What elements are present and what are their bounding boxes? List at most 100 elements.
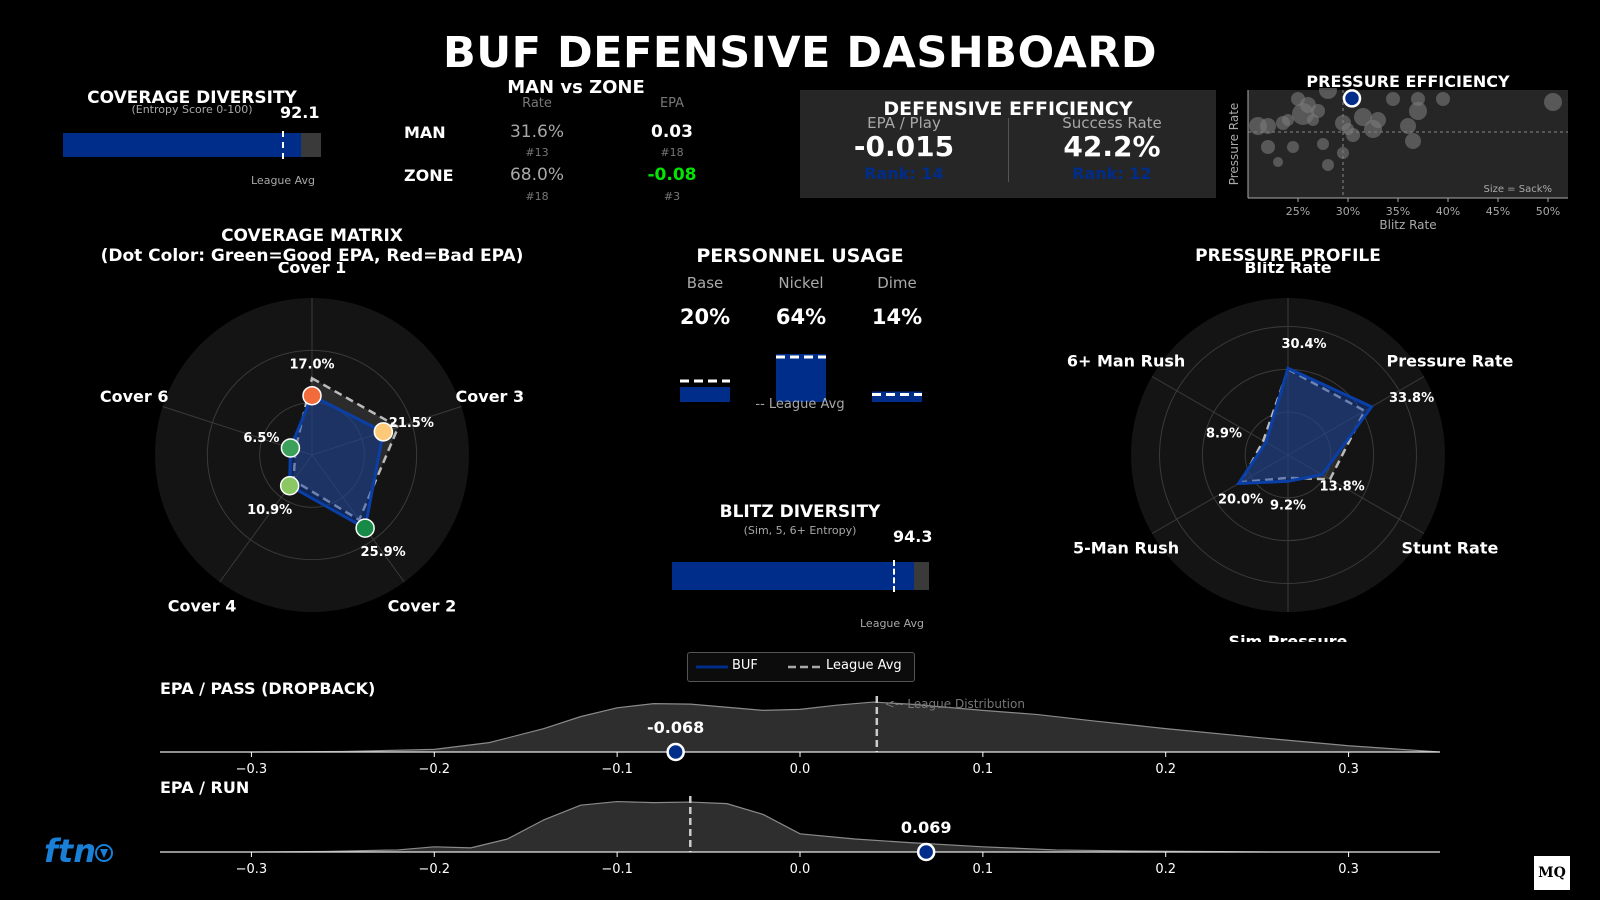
scatter-league-point (1317, 138, 1329, 150)
radar-data-dot (373, 422, 394, 442)
coverage-matrix-subtitle: (Dot Color: Green=Good EPA, Red=Bad EPA) (100, 246, 524, 266)
blitz-diversity-subtitle: (Sim, 5, 6+ Entropy) (743, 524, 857, 537)
success-rate-rank: Rank: 12 (1072, 164, 1152, 183)
man-zone-title: MAN vs ZONE (507, 77, 645, 98)
distribution-x-tick-label: 0.2 (1155, 762, 1176, 777)
scatter-x-tick-label: 35% (1386, 205, 1410, 218)
scatter-league-point (1287, 141, 1299, 153)
blitz-diversity-league-avg-label: League Avg (860, 617, 925, 630)
radar-data-dot (280, 438, 301, 458)
epa-run-distribution: −0.3 −0.2 −0.1 0.0 0.1 0.2 0.3 0.069 (160, 796, 1440, 877)
scatter-team-point (1342, 89, 1362, 108)
zone-rate-rank: #18 (525, 190, 549, 203)
distribution-x-tick-label: −0.2 (418, 862, 450, 877)
scatter-league-point (1282, 114, 1294, 126)
radar-spoke (219, 454, 313, 583)
man-epa-rank: #18 (660, 146, 684, 159)
defensive-efficiency-title: DEFENSIVE EFFICIENCY (883, 98, 1133, 120)
coverage-diversity-bar (63, 131, 321, 159)
man-zone-rate-header: Rate (522, 96, 552, 111)
radar-value-label: 21.5% (389, 416, 434, 431)
legend-league-swatch (788, 665, 820, 669)
distribution-x-tick-label: −0.1 (601, 762, 633, 777)
scatter-league-point (1346, 128, 1360, 142)
personnel-value-label: 64% (776, 305, 826, 329)
scatter-league-point (1405, 133, 1421, 149)
radar-axis-label: Cover 3 (456, 387, 525, 406)
blitz-diversity-title: BLITZ DIVERSITY (719, 502, 881, 522)
blitz-diversity-value: 94.3 (893, 527, 933, 546)
distribution-x-tick-label: 0.0 (790, 862, 811, 877)
radar-data-dot (279, 476, 300, 496)
pressure-profile-radar: Blitz Rate Pressure Rate Stunt Rate Sim Pre… (1067, 262, 1514, 642)
radar-axis-label: Sim Pressure (1229, 632, 1348, 642)
distribution-x-tick-label: −0.2 (418, 762, 450, 777)
man-rate-rank: #13 (525, 146, 549, 159)
radar-value-label: 9.2% (1270, 498, 1306, 513)
distribution-x-tick-label: 0.0 (790, 762, 811, 777)
personnel-bar (680, 387, 730, 402)
scatter-league-point (1322, 159, 1334, 171)
scatter-league-point (1436, 92, 1450, 106)
pressure-profile-title: PRESSURE PROFILE (1195, 246, 1381, 266)
distribution-x-tick-label: −0.3 (236, 862, 268, 877)
radar-spoke (1151, 454, 1289, 534)
distribution-team-value-label: 0.069 (901, 818, 952, 837)
distribution-x-tick-label: 0.1 (973, 762, 994, 777)
coverage-diversity-title: COVERAGE DIVERSITY (87, 88, 297, 108)
personnel-bar (776, 354, 826, 402)
epa-pass-title: EPA / PASS (DROPBACK) (160, 679, 376, 698)
distribution-x-tick-label: −0.1 (601, 862, 633, 877)
coverage-diversity-league-avg-line (282, 131, 285, 159)
distribution-area (160, 701, 1440, 753)
distribution-team-marker (916, 842, 936, 862)
radar-data-dot (355, 518, 375, 538)
scatter-league-point (1409, 102, 1427, 120)
radar-value-label: 6.5% (243, 431, 279, 446)
distribution-x-tick-label: 0.3 (1338, 862, 1359, 877)
legend-league-label: League Avg (826, 658, 902, 673)
defensive-efficiency-panel: DEFENSIVE EFFICIENCY EPA / Play -0.015 R… (800, 90, 1216, 198)
scatter-league-point (1386, 92, 1400, 106)
radar-data-dot (302, 385, 322, 406)
success-rate-label: Success Rate (1062, 114, 1162, 132)
blitz-diversity-bar (672, 560, 929, 592)
radar-axis-label: Cover 2 (388, 596, 457, 615)
radar-axis-label: Stunt Rate (1402, 539, 1499, 558)
zone-epa-rank: #3 (663, 190, 681, 203)
scatter-league-point (1307, 114, 1319, 126)
personnel-value-label: 14% (872, 305, 922, 329)
personnel-bar (872, 391, 922, 402)
radar-team-polygon (1235, 366, 1374, 486)
man-zone-epa-header: EPA (659, 96, 685, 111)
chart-legend: BUF League Avg (687, 652, 915, 682)
legend-team-label: BUF (732, 658, 758, 673)
scatter-x-tick-label: 45% (1486, 205, 1510, 218)
radar-value-label: 10.9% (247, 503, 292, 518)
epa-per-play-label: EPA / Play (867, 114, 941, 132)
scatter-league-point (1261, 140, 1275, 154)
radar-league-polygon (1238, 367, 1367, 484)
radar-value-label: 8.9% (1206, 426, 1242, 441)
radar-value-label: 13.8% (1320, 480, 1365, 495)
ftn-logo: ftn (44, 832, 113, 870)
zone-rate-value: 68.0% (509, 165, 564, 185)
scatter-league-point (1354, 108, 1372, 126)
radar-axis-label: Pressure Rate (1387, 352, 1514, 371)
distribution-note: <-- League Distribution (885, 697, 1025, 711)
radar-spoke (1287, 376, 1425, 456)
scatter-league-point (1337, 147, 1349, 159)
radar-value-label: 30.4% (1281, 337, 1326, 352)
dashboard-title: BUF DEFENSIVE DASHBOARD (442, 28, 1158, 78)
blitz-diversity-bar-fill (672, 562, 915, 590)
personnel-category-label: Nickel (778, 274, 823, 292)
scatter-league-point (1273, 157, 1283, 167)
scatter-x-label: Blitz Rate (1379, 218, 1436, 232)
coverage-diversity-league-avg-label: League Avg (251, 174, 316, 187)
personnel-category-label: Base (687, 274, 724, 292)
radar-axis-label: Cover 4 (168, 596, 237, 615)
scatter-x-tick-label: 50% (1536, 205, 1560, 218)
epa-per-play-rank: Rank: 14 (864, 164, 944, 183)
legend-team-swatch (696, 665, 728, 669)
scatter-league-point (1249, 117, 1267, 135)
